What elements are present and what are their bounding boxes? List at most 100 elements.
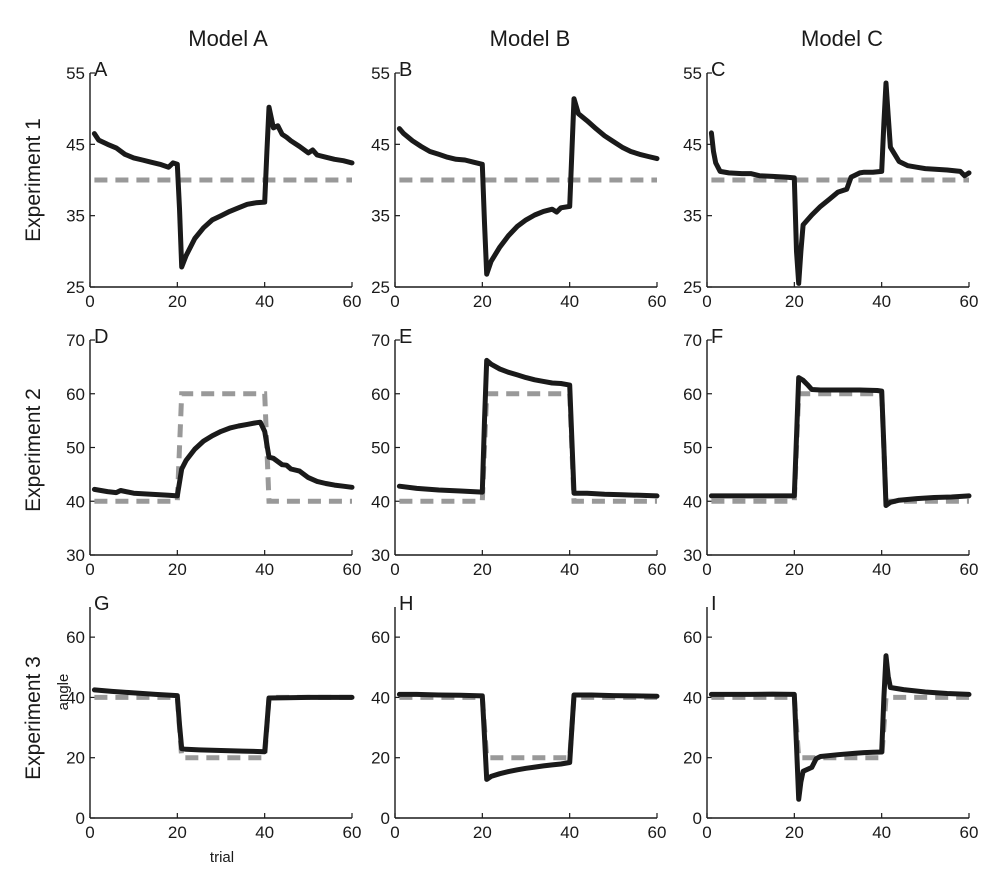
panel-label: C [711,59,725,81]
x-tick-label: 0 [390,823,399,842]
y-tick-label: 70 [66,331,85,350]
x-tick-label: 20 [168,560,187,579]
x-tick-label: 40 [255,823,274,842]
x-tick-label: 20 [168,292,187,311]
x-tick-label: 20 [785,823,804,842]
y-tick-label: 60 [683,628,702,647]
model-line [708,80,972,286]
model-line [396,357,660,499]
figure-headers: Model A Model B Model C Experiment 1 Exp… [22,26,883,866]
y-tick-label: 50 [683,439,702,458]
y-tick-label: 40 [683,492,702,511]
panel-label: H [399,593,413,615]
panel-label: B [399,59,412,81]
x-tick-label: 40 [560,292,579,311]
panel-h: 0 20 40 60 0 20 40 60 H [371,593,666,842]
x-tick-label: 20 [473,560,492,579]
panel-d: 30 40 50 60 70 0 20 40 60 D [66,326,361,579]
target-line [711,391,969,504]
y-tick-label: 60 [683,385,702,404]
target-line [94,391,352,504]
x-tick-label: 20 [168,823,187,842]
x-tick-label: 60 [960,560,979,579]
y-tick-label: 60 [66,385,85,404]
y-tick-label: 55 [683,64,702,83]
panel-label: G [94,593,110,615]
x-tick-label: 40 [560,560,579,579]
model-line [91,687,355,755]
x-tick-label: 0 [85,560,94,579]
model-line [708,653,972,802]
panel-e: 30 40 50 60 70 0 20 40 60 E [371,326,666,579]
y-axis-label: angle [55,674,72,711]
x-tick-label: 60 [960,292,979,311]
y-tick-label: 30 [66,546,85,565]
x-tick-label: 0 [85,292,94,311]
panel-label: D [94,326,108,348]
x-tick-label: 40 [872,292,891,311]
panel-a: 25 35 45 55 0 20 40 60 A [66,59,361,311]
y-tick-label: 50 [371,439,390,458]
y-tick-label: 40 [371,492,390,511]
y-tick-label: 20 [371,749,390,768]
target-line [711,694,969,761]
panel-f: 30 40 50 60 70 0 20 40 60 F [683,326,978,579]
x-tick-label: 0 [702,823,711,842]
y-tick-label: 35 [371,207,390,226]
panel-b: 25 35 45 55 0 20 40 60 B [371,59,666,311]
panel-label: E [399,326,412,348]
x-tick-label: 40 [255,560,274,579]
y-tick-label: 45 [371,135,390,154]
y-tick-label: 55 [371,64,390,83]
y-tick-label: 55 [66,64,85,83]
y-tick-label: 0 [693,809,702,828]
y-tick-label: 30 [371,546,390,565]
x-tick-label: 0 [390,560,399,579]
x-tick-label: 40 [872,560,891,579]
row-title-experiment-2: Experiment 2 [22,388,45,512]
x-tick-label: 60 [343,292,362,311]
x-tick-label: 20 [785,560,804,579]
y-tick-label: 20 [66,749,85,768]
x-tick-label: 20 [473,292,492,311]
x-axis-label: trial [210,849,234,866]
y-tick-label: 30 [683,546,702,565]
y-tick-label: 0 [76,809,85,828]
x-tick-label: 60 [960,823,979,842]
x-tick-label: 60 [648,823,667,842]
x-tick-label: 40 [872,823,891,842]
panel-label: I [711,593,717,615]
row-title-experiment-1: Experiment 1 [22,118,45,242]
panel-label: F [711,326,723,348]
y-tick-label: 0 [381,809,390,828]
model-line [91,104,355,270]
target-line [399,694,657,761]
y-tick-label: 45 [66,135,85,154]
x-tick-label: 60 [343,823,362,842]
y-tick-label: 45 [683,135,702,154]
panels: 25 35 45 55 0 20 40 60 A 25 35 45 55 0 20 40 60 B 25 35 45 55… [66,59,978,842]
model-line [708,375,972,508]
row-title-experiment-3: Experiment 3 [22,656,45,780]
y-tick-label: 25 [683,278,702,297]
panel-label: A [94,59,108,81]
y-tick-label: 70 [371,331,390,350]
y-tick-label: 60 [371,628,390,647]
x-tick-label: 20 [785,292,804,311]
target-line [399,391,657,504]
x-tick-label: 60 [648,560,667,579]
y-tick-label: 25 [371,278,390,297]
y-tick-label: 40 [371,688,390,707]
x-tick-label: 40 [560,823,579,842]
y-tick-label: 40 [683,688,702,707]
y-tick-label: 70 [683,331,702,350]
x-tick-label: 60 [648,292,667,311]
x-tick-label: 0 [85,823,94,842]
y-tick-label: 25 [66,278,85,297]
column-title-model-a: Model A [188,26,268,51]
model-line [396,96,660,277]
model-line [91,419,355,499]
y-tick-label: 60 [371,385,390,404]
x-tick-label: 0 [390,292,399,311]
